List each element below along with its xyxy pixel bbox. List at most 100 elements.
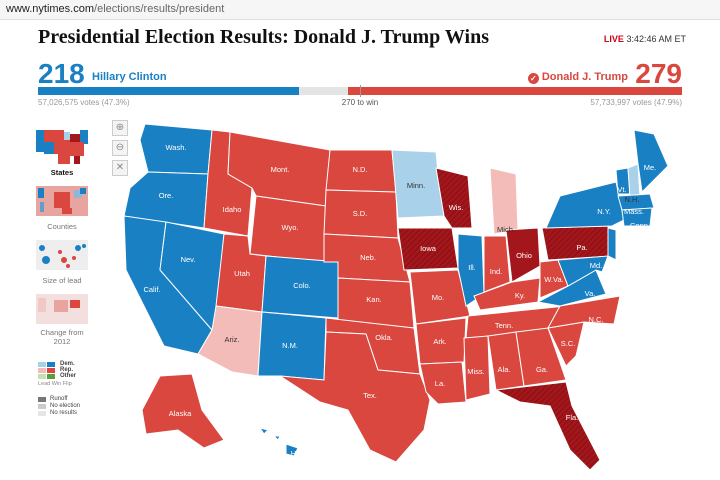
state-label-hawaii: Hawaii bbox=[291, 449, 314, 458]
state-label-okla: Okla. bbox=[375, 333, 393, 342]
legend-no-results-label: No results bbox=[50, 410, 78, 416]
state-label-idaho: Idaho bbox=[223, 205, 242, 214]
state-ill[interactable] bbox=[457, 233, 485, 307]
state-label-nm: N.M. bbox=[282, 341, 298, 350]
state-label-fla: Fla. bbox=[566, 413, 579, 422]
counties-view-label[interactable]: Counties bbox=[47, 222, 77, 231]
state-label-ind: Ind. bbox=[490, 267, 503, 276]
zoom-out-button[interactable]: ⊖ bbox=[112, 140, 128, 156]
state-ny[interactable] bbox=[545, 181, 625, 229]
state-label-mass: Mass. bbox=[624, 207, 644, 216]
legend-other-label: Other bbox=[60, 373, 77, 379]
state-label-wis: Wis. bbox=[449, 203, 464, 212]
state-alaska[interactable] bbox=[141, 373, 225, 449]
state-label-mich: Mich. bbox=[497, 225, 515, 234]
legend-dem-label: Dem. bbox=[60, 361, 75, 367]
dem-popular-votes: 57,026,575 votes (47.3%) bbox=[38, 98, 130, 107]
url-host: www.nytimes.com bbox=[6, 3, 95, 15]
state-label-wyo: Wyo. bbox=[281, 223, 298, 232]
state-me[interactable] bbox=[633, 129, 669, 194]
state-md[interactable] bbox=[557, 255, 609, 287]
legend-no-election-swatch bbox=[38, 404, 46, 409]
rep-bar-fill bbox=[347, 87, 682, 95]
state-label-ariz: Ariz. bbox=[225, 335, 240, 344]
state-label-wva: W.Va. bbox=[544, 275, 563, 284]
state-label-ky: Ky. bbox=[515, 291, 525, 300]
legend-rep-win-swatch bbox=[47, 368, 55, 373]
legend-dem-win-swatch bbox=[47, 362, 55, 367]
page-title: Presidential Election Results: Donald J.… bbox=[38, 26, 489, 48]
rep-electoral-count: 279 bbox=[635, 58, 682, 89]
state-ind[interactable] bbox=[483, 235, 511, 293]
states-view-label[interactable]: States bbox=[50, 168, 74, 177]
state-label-wash: Wash. bbox=[166, 143, 187, 152]
legend-runoff-label: Runoff bbox=[50, 396, 68, 402]
state-mass[interactable] bbox=[617, 193, 655, 211]
state-nj[interactable] bbox=[607, 227, 617, 261]
state-nc[interactable] bbox=[547, 295, 621, 329]
change-from-2012-view-thumbnail[interactable] bbox=[34, 290, 90, 330]
legend-runoff-swatch bbox=[38, 397, 46, 402]
legend-rep-lead-swatch bbox=[38, 368, 46, 373]
state-label-nd: N.D. bbox=[353, 165, 368, 174]
state-label-me: Me. bbox=[644, 163, 657, 172]
state-label-kan: Kan. bbox=[366, 295, 381, 304]
legend-other-win-swatch bbox=[47, 374, 55, 379]
state-label-vt: Vt. bbox=[617, 185, 626, 194]
us-election-map[interactable]: Wash. Ore. Calif. Nev. Idaho Mont. Wyo. Utah Ari… bbox=[120, 110, 680, 470]
state-label-ill: Ill. bbox=[468, 263, 476, 272]
state-label-va: Va. bbox=[585, 289, 596, 298]
live-timestamp: LIVE 3:42:46 AM ET bbox=[604, 34, 686, 44]
size-of-lead-view-thumbnail[interactable] bbox=[34, 236, 90, 276]
winner-check-icon: ✓ bbox=[527, 73, 539, 84]
state-tex[interactable] bbox=[279, 331, 431, 463]
electoral-bar bbox=[38, 85, 682, 97]
state-label-tex: Tex. bbox=[363, 391, 377, 400]
size-of-lead-view-label[interactable]: Size of lead bbox=[42, 276, 82, 285]
counties-view-thumbnail[interactable] bbox=[34, 182, 90, 222]
state-label-conn: Conn. bbox=[630, 221, 650, 230]
dem-bar-fill bbox=[38, 87, 299, 95]
legend-dem-lead-swatch bbox=[38, 362, 46, 367]
state-label-la: La. bbox=[435, 379, 445, 388]
state-label-pa: Pa. bbox=[576, 243, 587, 252]
state-label-iowa: Iowa bbox=[420, 244, 437, 253]
state-label-colo: Colo. bbox=[293, 281, 311, 290]
url-text[interactable]: www.nytimes.com/elections/results/presid… bbox=[6, 3, 224, 15]
state-fla[interactable] bbox=[494, 381, 601, 470]
zoom-in-button[interactable]: ⊕ bbox=[112, 120, 128, 136]
state-label-sc: S.C. bbox=[561, 339, 576, 348]
state-label-ala: Ala. bbox=[498, 365, 511, 374]
state-label-md: Md. bbox=[590, 261, 603, 270]
legend-other-lead-swatch bbox=[38, 374, 46, 379]
state-hawaii[interactable] bbox=[258, 427, 299, 457]
browser-url-bar[interactable]: www.nytimes.com/elections/results/presid… bbox=[0, 0, 720, 20]
reset-zoom-button[interactable]: ✕ bbox=[112, 160, 128, 176]
dem-candidate-name: Hillary Clinton bbox=[92, 71, 167, 83]
change-from-2012-view-label[interactable]: Change from 2012 bbox=[40, 328, 84, 346]
state-conn[interactable] bbox=[621, 207, 653, 227]
state-wis[interactable] bbox=[435, 167, 473, 229]
state-label-mo: Mo. bbox=[432, 293, 445, 302]
state-label-ny: N.Y. bbox=[597, 207, 611, 216]
state-label-nc: N.C. bbox=[589, 315, 604, 324]
state-miss[interactable] bbox=[463, 335, 491, 401]
rep-candidate: ✓ Donald J. Trump bbox=[527, 71, 628, 84]
state-label-calif: Calif. bbox=[143, 285, 160, 294]
to-win-label: 270 to win bbox=[341, 98, 379, 107]
state-label-ark: Ark. bbox=[433, 337, 446, 346]
legend-sub-label: Lead Win Flip bbox=[38, 381, 72, 387]
state-ark[interactable] bbox=[415, 317, 467, 365]
state-label-ohio: Ohio bbox=[516, 251, 532, 260]
legend-no-election-label: No election bbox=[50, 403, 81, 409]
states-view-thumbnail[interactable] bbox=[34, 126, 90, 166]
legend-rep-label: Rep. bbox=[60, 367, 74, 373]
state-la[interactable] bbox=[419, 361, 467, 405]
state-nh[interactable] bbox=[627, 163, 641, 199]
state-ga[interactable] bbox=[515, 327, 567, 387]
state-label-tenn: Tenn. bbox=[495, 321, 513, 330]
dem-electoral-count: 218 bbox=[38, 58, 85, 89]
state-ky[interactable] bbox=[473, 277, 541, 311]
live-tag: LIVE bbox=[603, 34, 624, 44]
rep-candidate-name: Donald J. Trump bbox=[541, 71, 628, 83]
